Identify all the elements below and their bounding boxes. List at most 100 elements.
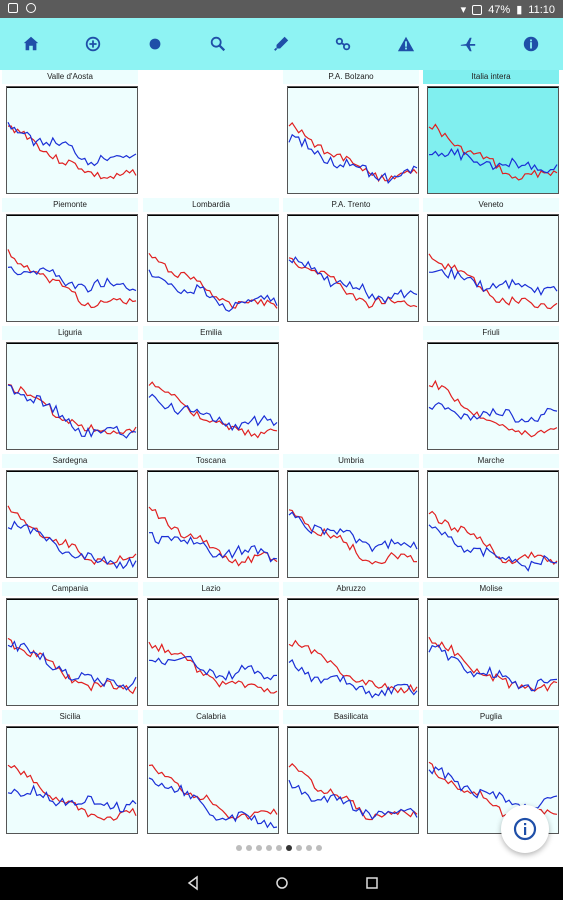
trend-lines bbox=[148, 252, 278, 313]
info-fab-button[interactable] bbox=[501, 805, 549, 853]
search-icon[interactable] bbox=[206, 32, 230, 56]
region-chart-cell[interactable]: Italia intera bbox=[423, 70, 561, 195]
red-series-line bbox=[148, 252, 278, 309]
region-chart-cell[interactable]: Liguria bbox=[2, 326, 140, 451]
warning-icon[interactable] bbox=[394, 32, 418, 56]
toolbar bbox=[0, 18, 563, 73]
region-trend-plot bbox=[427, 342, 559, 450]
region-chart-cell[interactable]: Toscana bbox=[143, 454, 281, 579]
region-trend-plot bbox=[147, 470, 279, 578]
page-dot[interactable] bbox=[256, 845, 262, 851]
blue-series-line bbox=[148, 393, 278, 432]
region-chart-cell[interactable]: Basilicata bbox=[283, 710, 421, 835]
blue-series-line bbox=[288, 133, 418, 184]
image-icon bbox=[8, 3, 18, 13]
red-series-line bbox=[148, 506, 278, 567]
region-trend-plot bbox=[147, 342, 279, 450]
region-trend-plot bbox=[147, 598, 279, 706]
page-dot[interactable] bbox=[286, 845, 292, 851]
trend-lines bbox=[288, 639, 418, 699]
blue-series-line bbox=[428, 524, 558, 572]
region-label: Valle d'Aosta bbox=[2, 70, 138, 84]
page-dot[interactable] bbox=[266, 845, 272, 851]
blue-series-line bbox=[428, 147, 558, 174]
dropper-icon[interactable] bbox=[269, 32, 293, 56]
blue-series-line bbox=[288, 256, 418, 304]
region-label: Marche bbox=[423, 454, 559, 468]
region-trend-plot bbox=[147, 726, 279, 834]
region-trend-plot bbox=[287, 598, 419, 706]
virus-icon[interactable] bbox=[143, 32, 167, 56]
trend-lines bbox=[428, 123, 558, 181]
status-bar: ▾ 47% ▮ 11:10 bbox=[0, 0, 563, 18]
back-icon[interactable] bbox=[186, 875, 202, 891]
graph-icon[interactable] bbox=[331, 32, 355, 56]
page-dot[interactable] bbox=[306, 845, 312, 851]
blue-series-line bbox=[148, 531, 278, 563]
region-chart-cell[interactable]: Lombardia bbox=[143, 198, 281, 323]
region-label: Sardegna bbox=[2, 454, 138, 468]
red-series-line bbox=[428, 253, 558, 310]
red-series-line bbox=[288, 509, 418, 565]
recent-apps-icon[interactable] bbox=[364, 875, 380, 891]
region-trend-plot bbox=[287, 86, 419, 194]
region-chart-cell[interactable]: Valle d'Aosta bbox=[2, 70, 140, 195]
region-label: Basilicata bbox=[283, 710, 419, 724]
region-chart-cell[interactable]: Veneto bbox=[423, 198, 561, 323]
trend-lines bbox=[288, 763, 418, 821]
trend-lines bbox=[7, 122, 137, 180]
battery-icon: ▮ bbox=[516, 4, 523, 16]
red-series-line bbox=[288, 763, 418, 821]
wifi-icon: ▾ bbox=[460, 4, 467, 16]
region-trend-plot bbox=[6, 86, 138, 194]
home-icon[interactable] bbox=[19, 32, 43, 56]
region-chart-cell[interactable]: P.A. Trento bbox=[283, 198, 421, 323]
red-series-line bbox=[428, 123, 558, 181]
region-chart-cell[interactable]: Piemonte bbox=[2, 198, 140, 323]
red-series-line bbox=[7, 764, 137, 821]
region-chart-grid: Valle d'Aosta P.A. Bolzano Italia intera Pi… bbox=[0, 70, 563, 840]
trend-lines bbox=[428, 636, 558, 692]
info-icon[interactable] bbox=[519, 32, 543, 56]
page-dot[interactable] bbox=[276, 845, 282, 851]
region-label: Umbria bbox=[283, 454, 419, 468]
region-chart-cell[interactable]: Lazio bbox=[143, 582, 281, 707]
region-label: Molise bbox=[423, 582, 559, 596]
home-circle-icon[interactable] bbox=[274, 875, 290, 891]
region-trend-plot bbox=[287, 470, 419, 578]
region-chart-cell[interactable]: Friuli bbox=[423, 326, 561, 451]
trend-lines bbox=[428, 379, 558, 438]
region-chart-cell[interactable]: Calabria bbox=[143, 710, 281, 835]
trend-lines bbox=[7, 383, 137, 439]
region-chart-cell[interactable]: Abruzzo bbox=[283, 582, 421, 707]
region-chart-cell[interactable]: Marche bbox=[423, 454, 561, 579]
page-dot[interactable] bbox=[296, 845, 302, 851]
scale-icon[interactable] bbox=[81, 32, 105, 56]
blue-series-line bbox=[288, 659, 418, 699]
region-label: Lombardia bbox=[143, 198, 279, 212]
region-chart-cell[interactable]: Emilia bbox=[143, 326, 281, 451]
plane-icon[interactable] bbox=[456, 32, 480, 56]
blue-series-line bbox=[428, 644, 558, 692]
page-dot[interactable] bbox=[236, 845, 242, 851]
region-chart-cell[interactable]: Sicilia bbox=[2, 710, 140, 835]
region-label: Veneto bbox=[423, 198, 559, 212]
red-series-line bbox=[428, 510, 558, 566]
blue-series-line bbox=[288, 511, 418, 553]
region-chart-cell[interactable]: Umbria bbox=[283, 454, 421, 579]
page-indicator[interactable] bbox=[236, 845, 322, 851]
page-dot[interactable] bbox=[246, 845, 252, 851]
region-label: P.A. Trento bbox=[283, 198, 419, 212]
region-trend-plot bbox=[427, 470, 559, 578]
region-chart-cell[interactable]: Campania bbox=[2, 582, 140, 707]
blue-series-line bbox=[7, 784, 137, 813]
blue-series-line bbox=[7, 520, 137, 570]
navigation-bar bbox=[0, 867, 563, 900]
region-chart-cell[interactable]: P.A. Bolzano bbox=[283, 70, 421, 195]
page-dot[interactable] bbox=[316, 845, 322, 851]
region-trend-plot bbox=[427, 86, 559, 194]
trend-lines bbox=[288, 509, 418, 565]
region-chart-cell[interactable]: Sardegna bbox=[2, 454, 140, 579]
region-chart-cell[interactable]: Molise bbox=[423, 582, 561, 707]
trend-lines bbox=[7, 249, 137, 309]
